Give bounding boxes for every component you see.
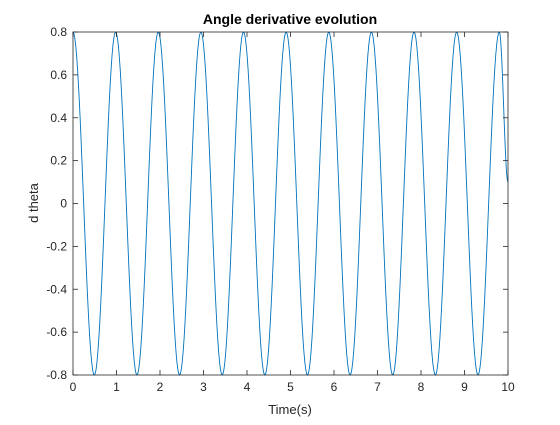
- x-tick-label: 4: [244, 380, 251, 394]
- plot-area: [73, 32, 508, 375]
- x-tick-label: 8: [418, 380, 425, 394]
- x-tick-label: 3: [200, 380, 207, 394]
- series-line-0: [72, 31, 509, 376]
- y-tick-label: 0.2: [50, 154, 67, 168]
- y-tick-label: 0.8: [50, 25, 67, 39]
- axes-layer: 0 1 2 3 4 5 6 7 8 9 10 0.8 0.6 0.4 0.2 0 -0.2 -0.4 -0.6 -0.…: [46, 25, 515, 394]
- chart-title: Angle derivative evolution: [203, 11, 377, 27]
- y-tick-label: 0.6: [50, 68, 67, 82]
- y-tick-label: 0: [60, 197, 67, 211]
- y-tick-label: -0.2: [46, 239, 67, 253]
- y-tick-label: 0.4: [50, 111, 67, 125]
- y-axis-label: d theta: [26, 182, 41, 223]
- x-tick-label: 7: [374, 380, 381, 394]
- x-tick-label: 5: [287, 380, 294, 394]
- x-tick-label: 1: [113, 380, 120, 394]
- series-layer: [72, 31, 509, 376]
- x-tick-label: 9: [461, 380, 468, 394]
- y-tick-label: -0.6: [46, 325, 67, 339]
- x-tick-label: 0: [70, 380, 77, 394]
- x-tick-label: 2: [157, 380, 164, 394]
- x-axis-label: Time(s): [268, 402, 312, 417]
- x-tick-label: 6: [331, 380, 338, 394]
- y-tick-label: -0.4: [46, 282, 67, 296]
- y-tick-label: -0.8: [46, 368, 67, 382]
- x-tick-label: 10: [501, 380, 515, 394]
